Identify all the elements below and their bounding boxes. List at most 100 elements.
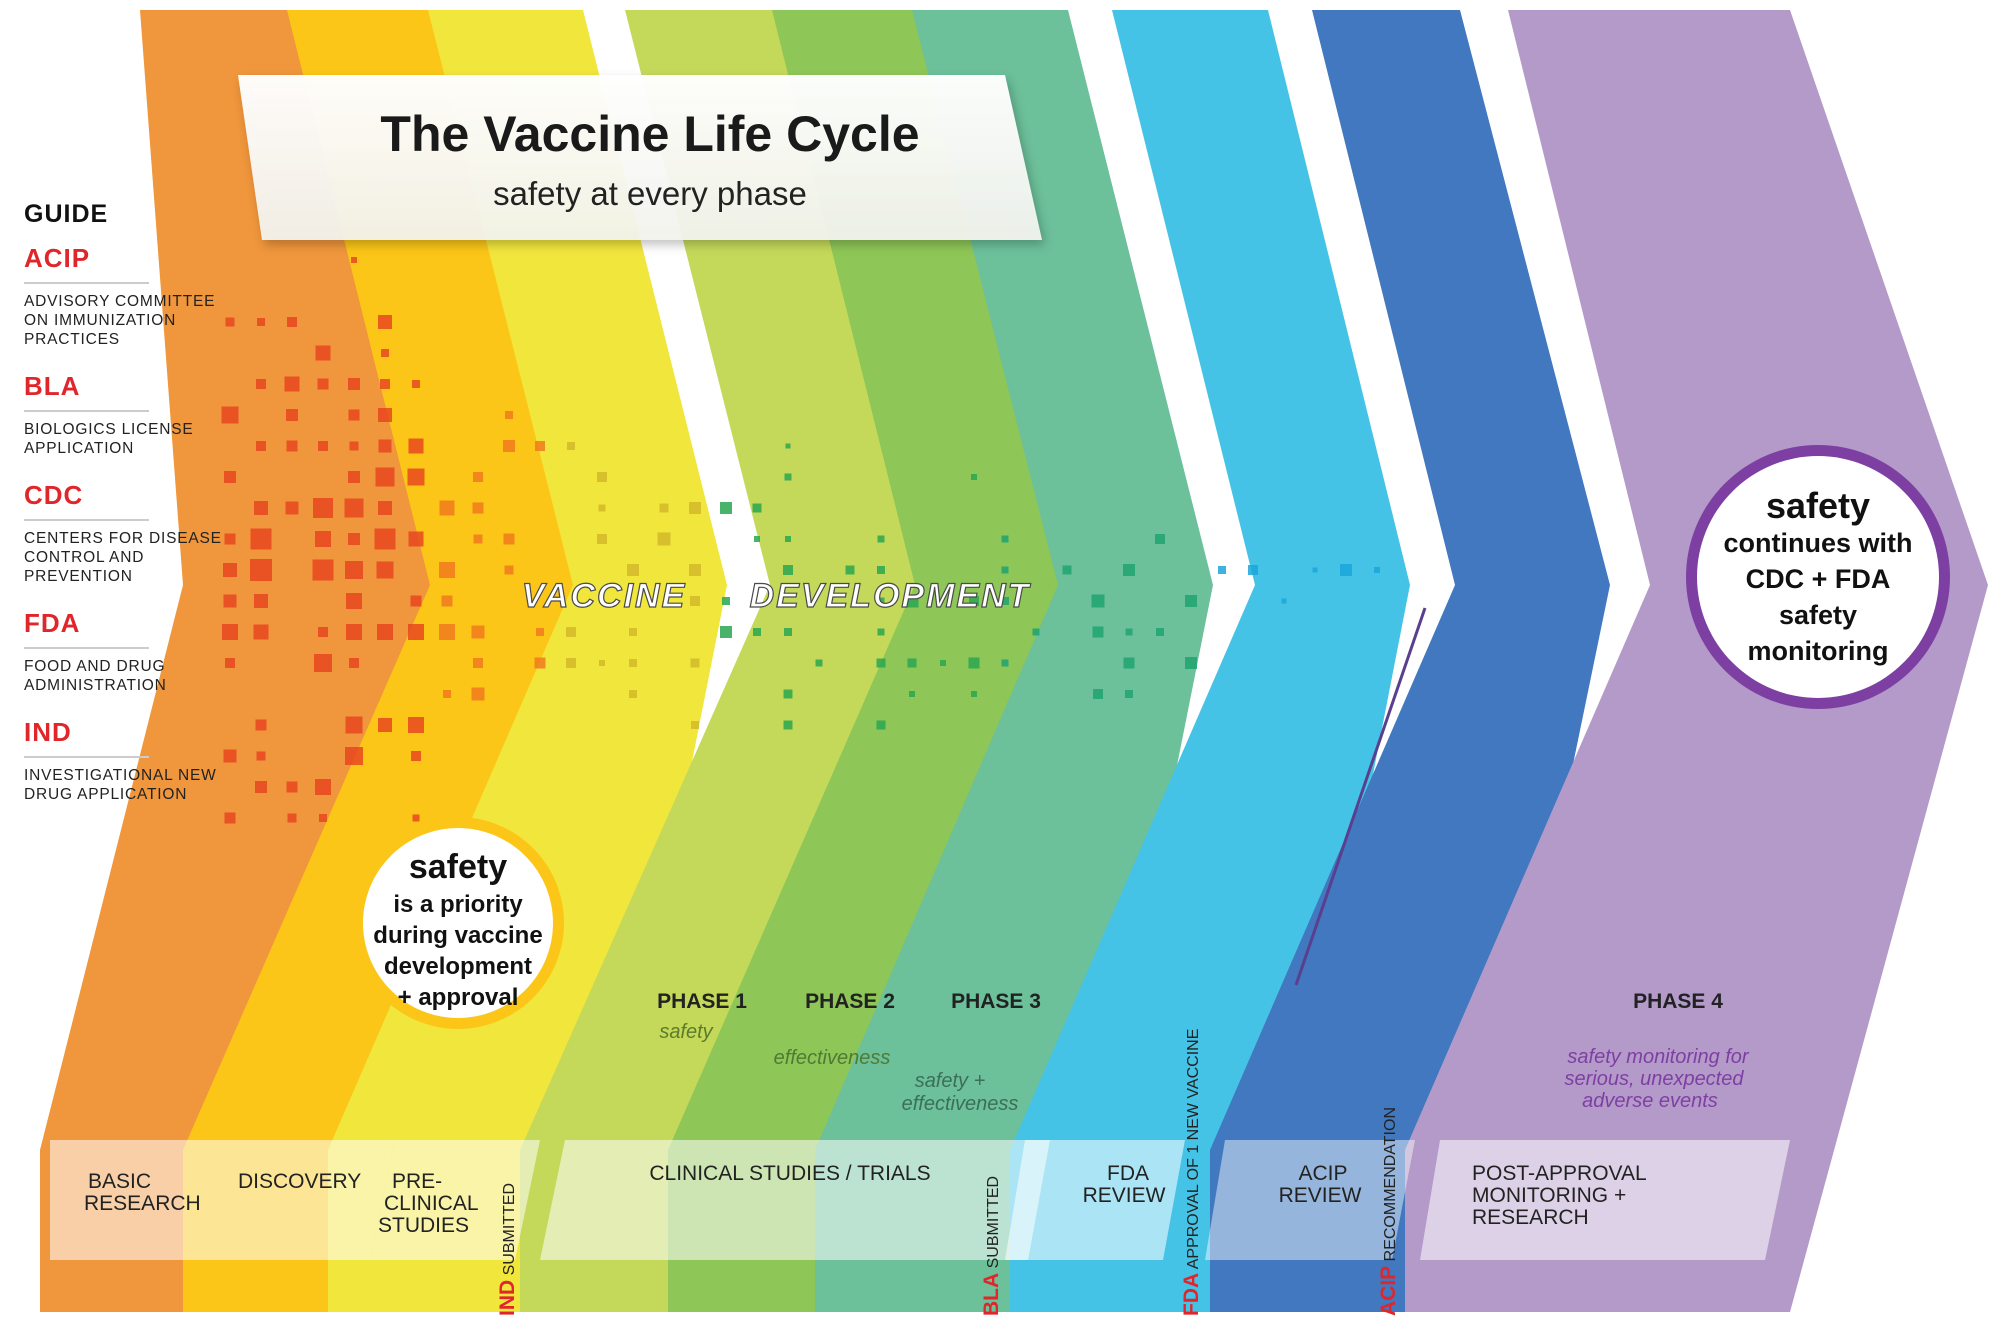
pixel-square (378, 501, 392, 515)
milestone-acip: ACIP RECOMMENDATION (1377, 1107, 1400, 1316)
page-title: The Vaccine Life Cycle (380, 106, 919, 162)
pixel-square (377, 624, 393, 640)
pixel-square (472, 502, 484, 514)
pixel-square (1091, 594, 1105, 608)
stage-preclinical-line-1: PRE- (392, 1170, 442, 1193)
pixel-square (319, 814, 327, 822)
pixel-square (349, 658, 359, 668)
pixel-square (535, 441, 545, 451)
pixel-square (971, 691, 977, 697)
pixel-square (720, 626, 732, 638)
pixel-square (971, 474, 977, 480)
pixel-square (287, 317, 297, 327)
pixel-square (441, 595, 453, 607)
pixel-square (907, 658, 917, 668)
pixel-square (439, 624, 455, 640)
pixel-square (690, 596, 700, 606)
pixel-square (408, 717, 424, 733)
pixel-square (783, 565, 793, 575)
pixel-square (783, 689, 793, 699)
pixel-square (473, 534, 483, 544)
pixel-square (785, 536, 791, 542)
pixel-square (255, 781, 267, 793)
safety-badge-left: safety is a priority during vaccine deve… (352, 817, 564, 1029)
pixel-square (250, 559, 272, 581)
stage-fda-review-line-1: FDA (1107, 1162, 1149, 1185)
safety-badge-right: safety continues with CDC + FDA safety m… (1686, 445, 1950, 709)
pixel-square (877, 566, 885, 574)
pixel-square (380, 379, 390, 389)
pixel-square (877, 628, 885, 636)
phase-3-note-line-2: effectiveness (902, 1093, 1019, 1115)
pixel-square (412, 380, 420, 388)
pixel-square (376, 561, 394, 579)
pixel-square (253, 624, 269, 640)
badge-left-line-4: + approval (398, 984, 519, 1011)
pixel-square (318, 627, 328, 637)
pixel-square (691, 721, 699, 729)
milestone-fda: FDA APPROVAL OF 1 NEW VACCINE (1180, 1029, 1203, 1316)
pixel-square (877, 535, 885, 543)
pixel-square (1374, 567, 1380, 573)
guide-legend: GUIDE ACIP ADVISORY COMMITTEE ON IMMUNIZ… (24, 200, 234, 826)
guide-abbr-fda: FDA (24, 608, 149, 649)
pixel-square (689, 564, 701, 576)
pixel-square (256, 751, 266, 761)
pixel-square (968, 657, 980, 669)
strip-research (50, 1140, 395, 1260)
pixel-square (503, 440, 515, 452)
pixel-square (224, 812, 236, 824)
pixel-square (1123, 657, 1135, 669)
guide-full-acip: ADVISORY COMMITTEE ON IMMUNIZATION PRACT… (24, 293, 216, 348)
pixel-square (346, 624, 362, 640)
pixel-square (689, 502, 701, 514)
pixel-square (408, 531, 424, 547)
stage-preclinical-line-3: STUDIES (378, 1214, 469, 1237)
pixel-square (845, 565, 855, 575)
band-phase-4 (1405, 10, 1988, 1312)
pixel-square (381, 349, 389, 357)
badge-right-line-2: CDC + FDA (1746, 564, 1891, 594)
pixel-square (784, 473, 792, 481)
pixel-square (1218, 566, 1226, 574)
milestone-ind: IND SUBMITTED (496, 1183, 519, 1316)
pixel-square (287, 813, 297, 823)
pixel-square (566, 658, 576, 668)
pixel-square (629, 628, 637, 636)
pixel-square (317, 378, 329, 390)
guide-abbr-cdc: CDC (24, 480, 149, 521)
pixel-square (657, 532, 671, 546)
pixel-square (1155, 534, 1165, 544)
phase-2-label: PHASE 2 (805, 990, 895, 1013)
stage-basic-research-line-1: BASIC (88, 1170, 151, 1193)
pixel-square (876, 720, 886, 730)
pixel-square (1062, 565, 1072, 575)
pixel-square (505, 411, 513, 419)
pixel-square (254, 594, 268, 608)
pixel-square (407, 468, 425, 486)
pixel-square (597, 534, 607, 544)
stage-basic-research-line-2: RESEARCH (84, 1192, 201, 1215)
pixel-square (285, 501, 299, 515)
pixel-square (412, 814, 420, 822)
pixel-square (877, 597, 885, 605)
guide-full-ind: INVESTIGATIONAL NEW DRUG APPLICATION (24, 767, 217, 803)
pixel-square (598, 504, 606, 512)
guide-full-bla: BIOLOGICS LICENSE APPLICATION (24, 421, 194, 457)
stage-post-approval-line-3: RESEARCH (1472, 1206, 1589, 1229)
stage-preclinical-line-2: CLINICAL (384, 1192, 479, 1215)
stage-acip-review-line-2: REVIEW (1279, 1184, 1362, 1207)
pixel-square (567, 442, 575, 450)
pixel-square (1123, 564, 1135, 576)
pixel-square (1001, 597, 1009, 605)
pixel-square (1032, 628, 1040, 636)
pixel-square (348, 409, 360, 421)
pixel-square (224, 471, 236, 483)
pixel-square (408, 438, 424, 454)
pixel-square (783, 720, 793, 730)
pixel-square (348, 471, 360, 483)
pixel-square (312, 559, 334, 581)
pixel-square (225, 658, 235, 668)
strip-post-approval (1420, 1140, 1790, 1260)
badge-left-line-1: is a priority (393, 891, 523, 918)
